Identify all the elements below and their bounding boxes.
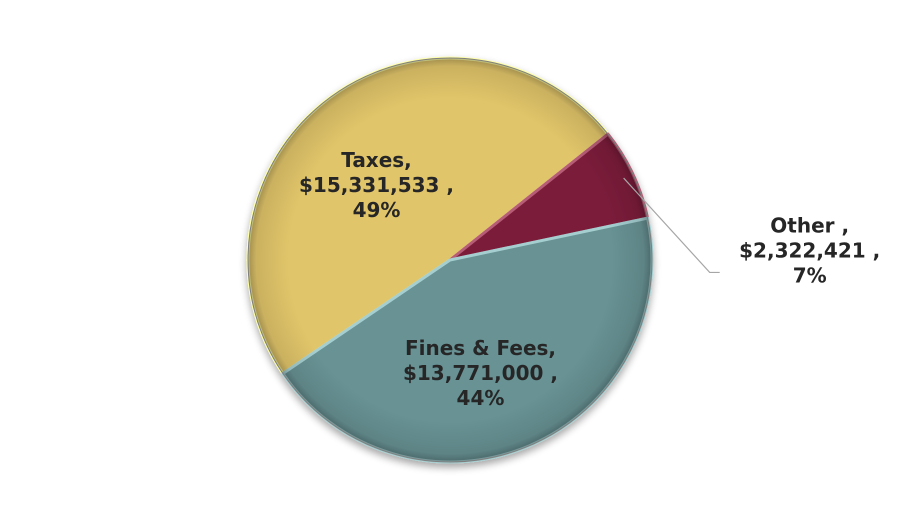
data-label-line: Other , bbox=[770, 213, 849, 237]
data-label-line: $15,331,533 , bbox=[299, 173, 454, 197]
data-label-line: Taxes, bbox=[341, 148, 412, 172]
leader-line-other bbox=[623, 177, 720, 274]
pie-rim bbox=[247, 57, 653, 463]
leader-lines bbox=[623, 177, 720, 274]
data-label-line: 44% bbox=[457, 386, 505, 410]
data-label-line: $13,771,000 , bbox=[403, 361, 558, 385]
data-label-line: Fines & Fees, bbox=[405, 336, 556, 360]
data-label-line: 49% bbox=[353, 198, 401, 222]
data-labels: Taxes, $15,331,533 , 49% Other , $2,322,421 … bbox=[299, 148, 880, 410]
data-label-line: $2,322,421 , bbox=[739, 238, 880, 262]
pie-slices bbox=[246, 56, 654, 464]
data-label-other: Other , $2,322,421 , 7% bbox=[739, 213, 880, 287]
data-label-fines-fees: Fines & Fees, $13,771,000 , 44% bbox=[403, 336, 558, 410]
data-label-taxes: Taxes, $15,331,533 , 49% bbox=[299, 148, 454, 222]
data-label-line: 7% bbox=[793, 263, 827, 287]
